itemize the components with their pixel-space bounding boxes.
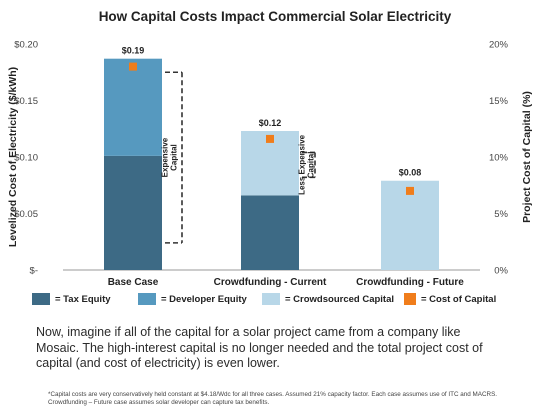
- legend-label: = Developer Equity: [161, 293, 247, 305]
- y-tick-label: $0.20: [14, 40, 38, 51]
- bar-total-label: $0.19: [122, 46, 145, 56]
- legend: = Tax Equity = Developer Equity = Crowds…: [0, 293, 550, 313]
- annotation-label-line: Capital: [170, 144, 179, 171]
- chart: How Capital Costs Impact Commercial Sola…: [7, 9, 533, 288]
- legend-item-crowdsourced-capital: = Crowdsourced Capital: [262, 293, 394, 305]
- annotation-label-line: Capital: [307, 152, 316, 179]
- legend-swatch: [262, 293, 280, 305]
- cost-of-capital-marker: [266, 134, 274, 143]
- footnote-text: *Capital costs are very conservatively h…: [48, 391, 498, 406]
- y-tick-label: $0.05: [14, 209, 38, 220]
- annotation-label-line: Expensive: [161, 137, 170, 177]
- y-tick-label: $-: [30, 266, 38, 277]
- x-tick-label: Base Case: [108, 277, 159, 288]
- bar-total-label: $0.08: [399, 168, 422, 178]
- legend-swatch: [404, 293, 416, 305]
- annotation-label: Less ExpensiveCapital: [298, 134, 316, 195]
- cost-of-capital-marker: [406, 186, 414, 195]
- legend-swatch: [32, 293, 50, 305]
- cost-of-capital-marker: [129, 62, 137, 71]
- y2-axis-label: Project Cost of Capital (%): [521, 91, 533, 223]
- legend-item-cost-of-capital: = Cost of Capital: [404, 293, 496, 305]
- legend-item-developer-equity: = Developer Equity: [138, 293, 247, 305]
- legend-label: = Cost of Capital: [421, 293, 497, 305]
- y2-tick-label: 15%: [489, 96, 509, 107]
- bar-total-label: $0.12: [259, 118, 282, 128]
- x-tick-label: Crowdfunding - Current: [214, 277, 327, 288]
- y2-tick-label: 20%: [489, 40, 509, 51]
- annotation-label: ExpensiveCapital: [161, 137, 179, 177]
- y2-tick-label: 5%: [494, 209, 508, 220]
- bar-segment: [104, 58, 162, 156]
- annotation-label-line: Less Expensive: [298, 134, 307, 195]
- legend-label: = Crowdsourced Capital: [285, 293, 395, 305]
- y-tick-label: $0.10: [14, 153, 38, 164]
- bar-segment: [381, 180, 439, 270]
- y-axis-label: Levelized Cost of Electricity ($/kWh): [7, 67, 19, 247]
- x-tick-label: Crowdfunding - Future: [356, 277, 464, 288]
- legend-swatch: [138, 293, 156, 305]
- y-tick-label: $0.15: [14, 96, 38, 107]
- bar-segment: [104, 155, 162, 270]
- chart-title: How Capital Costs Impact Commercial Sola…: [99, 9, 452, 24]
- y2-tick-label: 0%: [494, 266, 508, 277]
- caption-text: Now, imagine if all of the capital for a…: [36, 325, 483, 370]
- bar-segment: [241, 195, 299, 270]
- legend-label: = Tax Equity: [55, 293, 111, 305]
- y2-tick-label: 10%: [489, 153, 509, 164]
- legend-item-tax-equity: = Tax Equity: [32, 293, 111, 305]
